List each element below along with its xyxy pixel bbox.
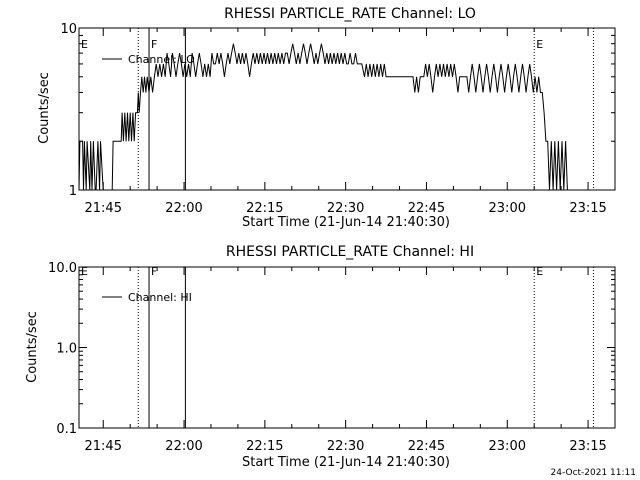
y-tick-label-hi: 10.0 bbox=[48, 261, 77, 276]
x-tick-label-hi: 23:15 bbox=[569, 439, 606, 454]
x-tick-label-lo: 21:45 bbox=[85, 201, 122, 216]
y-tick-label-hi: 1.0 bbox=[56, 342, 77, 357]
footer-timestamp: 24-Oct-2021 11:11 bbox=[551, 468, 636, 478]
event-marker-label-hi: E bbox=[81, 265, 88, 278]
series-line-lo bbox=[78, 43, 568, 191]
chart-title-hi: RHESSI PARTICLE_RATE Channel: HI bbox=[226, 244, 474, 260]
x-tick-label-lo: 23:15 bbox=[569, 201, 606, 216]
event-marker-label-hi: F bbox=[151, 265, 157, 278]
legend-label-hi: Channel: HI bbox=[128, 291, 192, 304]
x-tick-label-lo: 22:45 bbox=[408, 201, 445, 216]
x-tick-label-lo: 23:00 bbox=[489, 201, 526, 216]
x-tick-label-hi: 22:30 bbox=[327, 439, 364, 454]
y-axis-label-lo: Counts/sec bbox=[37, 72, 52, 144]
x-tick-label-lo: 22:15 bbox=[246, 201, 283, 216]
y-tick-label-lo: 10 bbox=[60, 22, 77, 37]
event-marker-label-lo: F bbox=[151, 38, 157, 51]
plot-layer: 21:45 22:00 22:15 22:30 22:45 23:00 23:15 1 10 E F… bbox=[48, 22, 616, 454]
x-axis-label-hi: Start Time (21-Jun-14 21:40:30) bbox=[242, 455, 450, 470]
y-tick-label-lo: 1 bbox=[69, 184, 77, 199]
x-tick-label-hi: 22:15 bbox=[246, 439, 283, 454]
event-marker-label-lo: E bbox=[81, 38, 88, 51]
x-tick-label-hi: 23:00 bbox=[489, 439, 526, 454]
x-tick-label-hi: 22:45 bbox=[408, 439, 445, 454]
x-axis-label-lo: Start Time (21-Jun-14 21:40:30) bbox=[242, 215, 450, 230]
x-tick-label-hi: 22:00 bbox=[165, 439, 202, 454]
x-tick-label-lo: 22:00 bbox=[165, 201, 202, 216]
chart-title-lo: RHESSI PARTICLE_RATE Channel: LO bbox=[224, 6, 476, 22]
y-tick-label-hi: 0.1 bbox=[56, 422, 77, 437]
y-axis-label-hi: Counts/sec bbox=[25, 311, 40, 383]
event-marker-label-lo: E bbox=[536, 38, 543, 51]
event-marker-label-hi: E bbox=[536, 265, 543, 278]
x-tick-label-lo: 22:30 bbox=[327, 201, 364, 216]
x-tick-label-hi: 21:45 bbox=[85, 439, 122, 454]
